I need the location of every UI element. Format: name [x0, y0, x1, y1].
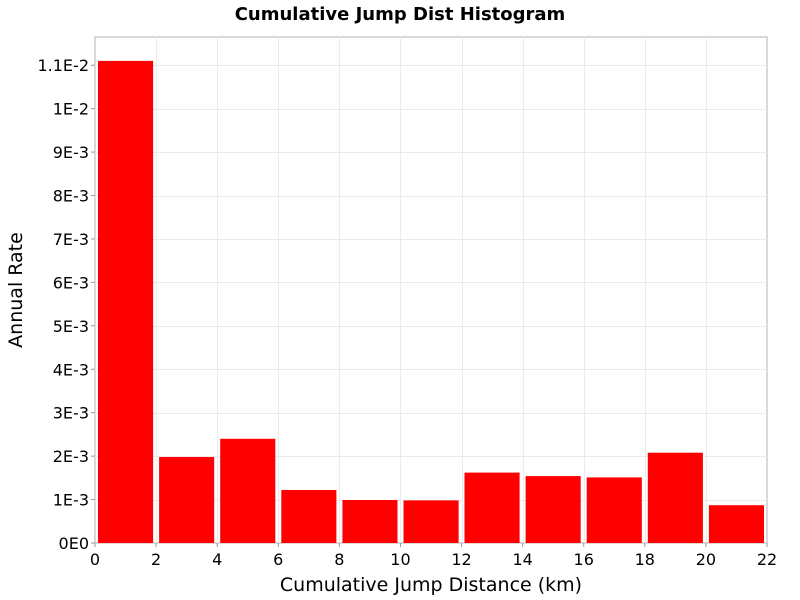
histogram-bar-5	[403, 500, 459, 543]
x-tick-label: 8	[334, 550, 344, 569]
histogram-bar-7	[525, 476, 581, 543]
y-tick-label: 3E-3	[53, 404, 89, 423]
x-axis-ticks: 0 2 4 6 8 10 12 14 16 18 20 22	[90, 543, 777, 569]
histogram-bar-0	[98, 60, 154, 544]
histogram-bar-1	[159, 457, 215, 543]
histogram-bar-3	[281, 490, 337, 543]
y-tick-label: 8E-3	[53, 187, 89, 206]
histogram-bar-4	[342, 500, 398, 543]
x-tick-label: 4	[212, 550, 222, 569]
histogram-bar-8	[586, 477, 642, 543]
bars	[98, 60, 764, 544]
x-tick-label: 10	[390, 550, 410, 569]
y-tick-label: 9E-3	[53, 143, 89, 162]
x-tick-label: 12	[451, 550, 471, 569]
chart-title: Cumulative Jump Dist Histogram	[235, 4, 566, 25]
y-tick-label: 5E-3	[53, 317, 89, 336]
x-tick-label: 22	[757, 550, 777, 569]
y-tick-label: 6E-3	[53, 273, 89, 292]
y-axis-ticks: 0E0 1E-3 2E-3 3E-3 4E-3 5E-3 6E-3 7E-3 8E-3 9E-3 1…	[37, 56, 95, 553]
x-tick-label: 2	[151, 550, 161, 569]
histogram-bar-9	[647, 452, 703, 543]
y-tick-label: 1E-2	[53, 100, 89, 119]
x-tick-label: 20	[696, 550, 716, 569]
y-tick-label: 2E-3	[53, 447, 89, 466]
y-tick-label: 1.1E-2	[37, 56, 89, 75]
x-tick-label: 0	[90, 550, 100, 569]
x-tick-label: 6	[273, 550, 283, 569]
histogram-bar-6	[464, 472, 520, 543]
x-tick-label: 14	[512, 550, 532, 569]
y-tick-label: 4E-3	[53, 360, 89, 379]
x-axis-label: Cumulative Jump Distance (km)	[280, 574, 582, 596]
y-tick-label: 7E-3	[53, 230, 89, 249]
x-tick-label: 18	[635, 550, 655, 569]
x-tick-label: 16	[574, 550, 594, 569]
histogram-bar-10	[708, 505, 764, 543]
histogram-bar-2	[220, 438, 276, 543]
y-axis-label: Annual Rate	[5, 232, 27, 348]
y-tick-label: 1E-3	[53, 491, 89, 510]
y-tick-label: 0E0	[59, 534, 89, 553]
